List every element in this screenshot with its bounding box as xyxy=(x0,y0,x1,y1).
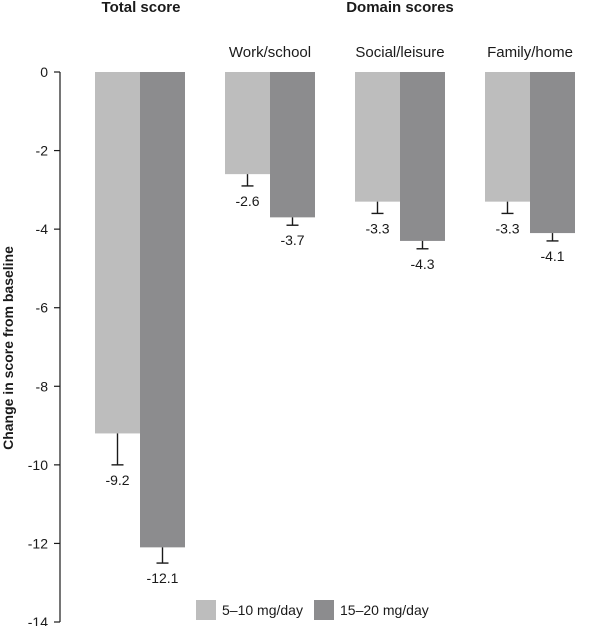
category-label: Social/leisure xyxy=(355,44,444,61)
header-domain-scores: Domain scores xyxy=(346,0,454,16)
bar xyxy=(485,72,530,202)
headers: Total score Domain scores Work/school Soc… xyxy=(102,0,573,61)
data-label: -4.1 xyxy=(540,248,564,264)
legend-label: 15–20 mg/day xyxy=(340,602,429,618)
data-label: -3.7 xyxy=(280,232,304,248)
legend-swatch xyxy=(196,600,216,620)
axes: 0 -2 -4 -6 -8 -10 -12 -14 xyxy=(28,64,61,626)
y-tick-label: -6 xyxy=(36,300,49,316)
bar xyxy=(530,72,575,234)
y-tick-label: -12 xyxy=(28,535,48,551)
data-label: -3.3 xyxy=(365,220,389,236)
y-tick-label: -8 xyxy=(36,378,49,394)
y-tick-label: -14 xyxy=(28,614,48,626)
bar xyxy=(225,72,270,175)
bar xyxy=(400,72,445,241)
y-tick-label: -4 xyxy=(36,221,49,237)
category-labels: Work/school Social/leisure Family/home xyxy=(229,44,573,61)
bar xyxy=(270,72,315,218)
y-ticks: 0 -2 -4 -6 -8 -10 -12 -14 xyxy=(28,64,60,626)
legend-swatch xyxy=(314,600,334,620)
data-label: -3.3 xyxy=(495,220,519,236)
y-tick-label: -2 xyxy=(36,143,49,159)
y-tick-label: 0 xyxy=(40,64,48,80)
data-label: -9.2 xyxy=(105,472,129,488)
category-label: Family/home xyxy=(487,44,573,61)
data-label: -4.3 xyxy=(410,256,434,272)
bar xyxy=(140,72,185,548)
legend: 5–10 mg/day 15–20 mg/day xyxy=(196,600,429,620)
bar xyxy=(355,72,400,202)
category-label: Work/school xyxy=(229,44,311,61)
y-tick-label: -10 xyxy=(28,457,48,473)
bars: -9.2 -12.1 -2.6 -3.7 -3.3 -4.3 -3.3 -4.1 xyxy=(95,72,575,586)
legend-label: 5–10 mg/day xyxy=(222,602,303,618)
header-total-score: Total score xyxy=(102,0,181,16)
data-label: -12.1 xyxy=(147,570,179,586)
data-label: -2.6 xyxy=(235,193,259,209)
y-axis-title: Change in score from baseline xyxy=(0,246,16,450)
bar xyxy=(95,72,140,434)
